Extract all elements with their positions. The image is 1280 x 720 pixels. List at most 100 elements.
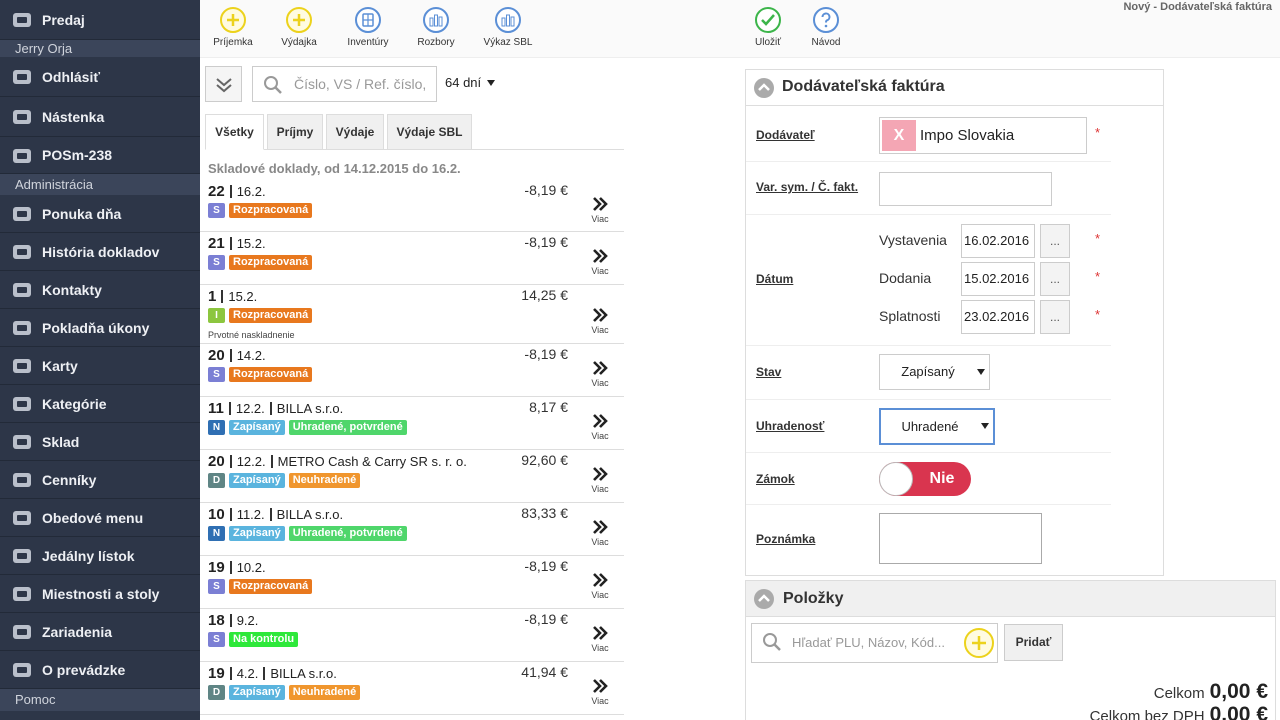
nav-item[interactable]: Odhlásiť [0,57,200,97]
document-row[interactable]: 21 15.2. -8,19 € S Rozpracovaná Viac [200,232,624,285]
note-textarea[interactable] [879,513,1042,564]
form-panel: Dodávateľská faktúra Dodávateľ X Impo Slova… [745,69,1164,576]
nav-item[interactable]: Kontakty [0,271,200,309]
document-row[interactable]: 1 15.2. 14,25 € I Rozpracovaná Prvotné naskla… [200,285,624,344]
icon-shape [972,636,986,650]
nav-item[interactable]: O prevádzke [0,651,200,689]
date-button[interactable]: ... [1040,262,1070,296]
nav-icon [13,148,31,163]
items-search[interactable]: Hľadať PLU, Názov, Kód... [751,623,998,663]
document-row[interactable]: 20 12.2. METRO Cash & Carry SR s. r. o. 92,… [200,450,624,503]
nav-icon [13,549,31,563]
nav-item[interactable]: História dokladov [0,233,200,271]
tab[interactable]: Príjmy [267,114,323,150]
nav-item[interactable]: Obedové menu [0,499,200,537]
date-input[interactable]: 23.02.2016 [961,300,1035,334]
document-row[interactable]: 20 14.2. -8,19 € S Rozpracovaná Viac [200,344,624,397]
nav-item[interactable]: Ponuka dňa [0,195,200,233]
supplier-input[interactable]: X Impo Slovakia [879,117,1087,154]
toolbar-button[interactable]: Rozbory [401,0,471,56]
toolbar-button[interactable]: Uložiť [738,0,798,56]
type-badge: S [208,203,225,218]
icon-shape [593,414,608,428]
document-row[interactable]: 19 4.2. BILLA s.r.o. 41,94 € D Zapísaný Neuhra… [200,662,624,715]
nav-section-label: Pomoc [15,692,56,707]
tab-label: Všetky [215,125,254,139]
status-badge: Rozpracovaná [229,579,313,594]
nav-item[interactable]: Predaj [0,0,200,40]
field-label: Var. sym. / Č. fakt. [756,180,859,194]
filter-toggle[interactable] [205,66,242,102]
row-badges: S Rozpracovaná [208,367,528,383]
nav-item[interactable]: Pokladňa úkony [0,309,200,347]
tab[interactable]: Všetky [205,114,264,150]
row-date: 10.2. [236,559,266,575]
field-separator [746,452,1111,453]
nav-item[interactable]: Nástenka [0,97,200,137]
icon-shape [17,287,27,293]
nav-item[interactable]: Sklad [0,423,200,461]
add-button[interactable]: Pridať [1004,624,1063,661]
document-row[interactable]: 22 16.2. -8,19 € S Rozpracovaná Viac [200,180,624,232]
nav-item[interactable]: Karty [0,347,200,385]
toolbar-icon [286,7,312,33]
row-date: 9.2. [236,612,259,628]
date-label: Dodania [879,270,932,286]
more-label: Viac [591,537,609,547]
collapse-icon [754,78,774,98]
document-row[interactable]: 11 12.2. BILLA s.r.o. 8,17 € N Zapísaný Uhrade… [200,397,624,450]
tab[interactable]: Výdaje [326,114,384,150]
nav-item[interactable]: Jedálny lístok [0,537,200,575]
period-select[interactable]: 64 dní [445,72,505,94]
row-separator [229,666,232,680]
toolbar-button[interactable]: Návod [796,0,856,56]
status-select[interactable]: Zapísaný [879,354,990,390]
more-icon [593,520,608,534]
icon-shape [763,633,777,647]
date-button[interactable]: ... [1040,224,1070,258]
field-separator [746,504,1111,505]
paid-select[interactable]: Uhradené [879,408,995,445]
field-label: Poznámka [756,532,816,546]
var-sym-input[interactable] [879,172,1052,206]
toolbar-button[interactable]: Inventúry [333,0,403,56]
nav-section-label: Administrácia [15,177,94,192]
type-badge: D [208,473,225,488]
more-label: Viac [591,378,609,388]
row-badges: S Rozpracovaná [208,579,528,595]
search-input[interactable]: Číslo, VS / Ref. číslo, [252,66,437,102]
document-row[interactable]: 18 9.2. -8,19 € S Na kontrolu Viac [200,609,624,662]
nav-section-label: Jerry Orja [15,41,73,56]
date-input[interactable]: 16.02.2016 [961,224,1035,258]
icon-shape [17,515,27,521]
document-row[interactable]: 19 10.2. -8,19 € S Rozpracovaná Viac [200,556,624,609]
document-row[interactable]: 10 11.2. BILLA s.r.o. 83,33 € N Zapísaný Uhrad… [200,503,624,556]
icon-shape [593,679,608,693]
more-icon [593,308,608,322]
nav-item[interactable]: POSm-238 [0,137,200,174]
date-input[interactable]: 15.02.2016 [961,262,1035,296]
nav-item[interactable]: Miestnosti a stoly [0,575,200,613]
toolbar-button[interactable]: Výdajka [264,0,334,56]
nav-item[interactable]: Cenníky [0,461,200,499]
icon-shape [423,7,449,33]
lock-toggle[interactable]: Nie [879,462,971,496]
nav-section: Jerry Orja [0,40,200,57]
row-title: 10 11.2. BILLA s.r.o. [208,505,508,523]
clear-button[interactable]: X [882,120,916,151]
row-date: 4.2. [236,665,259,681]
type-badge: N [208,420,225,435]
collapse-icon [754,589,774,609]
row-amount: -8,19 € [524,611,568,627]
icon-shape [501,17,506,27]
date-button[interactable]: ... [1040,300,1070,334]
row-badges: S Na kontrolu [208,632,528,648]
nav-label: Karty [42,358,78,374]
nav-item[interactable]: Zariadenia [0,613,200,651]
nav-item[interactable]: Kategórie [0,385,200,423]
toolbar-button[interactable]: Príjemka [198,0,268,56]
row-partner: BILLA s.r.o. [276,506,344,522]
tab[interactable]: Výdaje SBL [387,114,472,150]
toolbar-button[interactable]: Výkaz SBL [473,0,543,56]
more-icon [593,467,608,481]
